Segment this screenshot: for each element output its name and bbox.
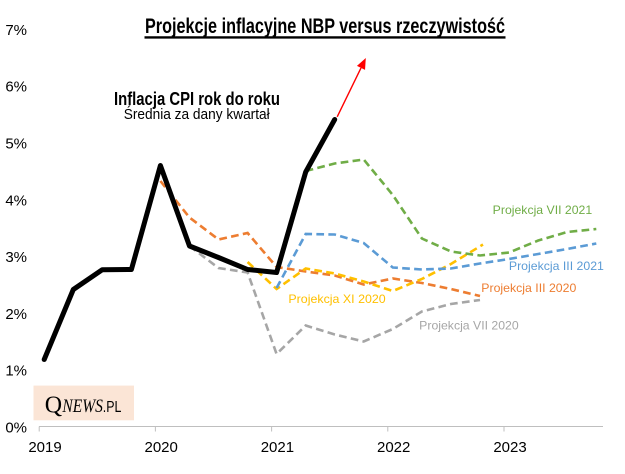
svg-text:0%: 0%: [5, 419, 27, 436]
svg-text:4%: 4%: [5, 192, 27, 209]
svg-text:Projekcja III 2020: Projekcja III 2020: [481, 281, 576, 295]
svg-text:Projekcja XI 2020: Projekcja XI 2020: [288, 292, 386, 306]
svg-text:Projekcja III 2021: Projekcja III 2021: [509, 259, 604, 273]
svg-text:1%: 1%: [5, 363, 27, 380]
svg-text:2023: 2023: [493, 439, 526, 456]
svg-text:Projekcja VII 2020: Projekcja VII 2020: [419, 319, 519, 333]
svg-text:.PL: .PL: [103, 399, 122, 416]
svg-text:2022: 2022: [377, 439, 410, 456]
svg-text:6%: 6%: [5, 79, 27, 96]
svg-text:2020: 2020: [145, 439, 178, 456]
svg-text:Średnia za dany kwartał: Średnia za dany kwartał: [124, 105, 271, 123]
svg-text:Projekcja VII 2021: Projekcja VII 2021: [493, 203, 593, 217]
svg-text:Projekcje inflacyjne NBP versu: Projekcje inflacyjne NBP versus rzeczywi…: [145, 15, 505, 38]
svg-text:5%: 5%: [5, 136, 27, 153]
svg-text:2019: 2019: [28, 439, 61, 456]
svg-text:7%: 7%: [5, 22, 27, 39]
svg-text:Inflacja CPI rok do roku: Inflacja CPI rok do roku: [114, 89, 280, 109]
svg-text:3%: 3%: [5, 249, 27, 266]
svg-text:NEWS: NEWS: [62, 396, 103, 417]
svg-text:2%: 2%: [5, 306, 27, 323]
svg-text:2021: 2021: [261, 439, 294, 456]
svg-text:Q: Q: [45, 392, 62, 418]
